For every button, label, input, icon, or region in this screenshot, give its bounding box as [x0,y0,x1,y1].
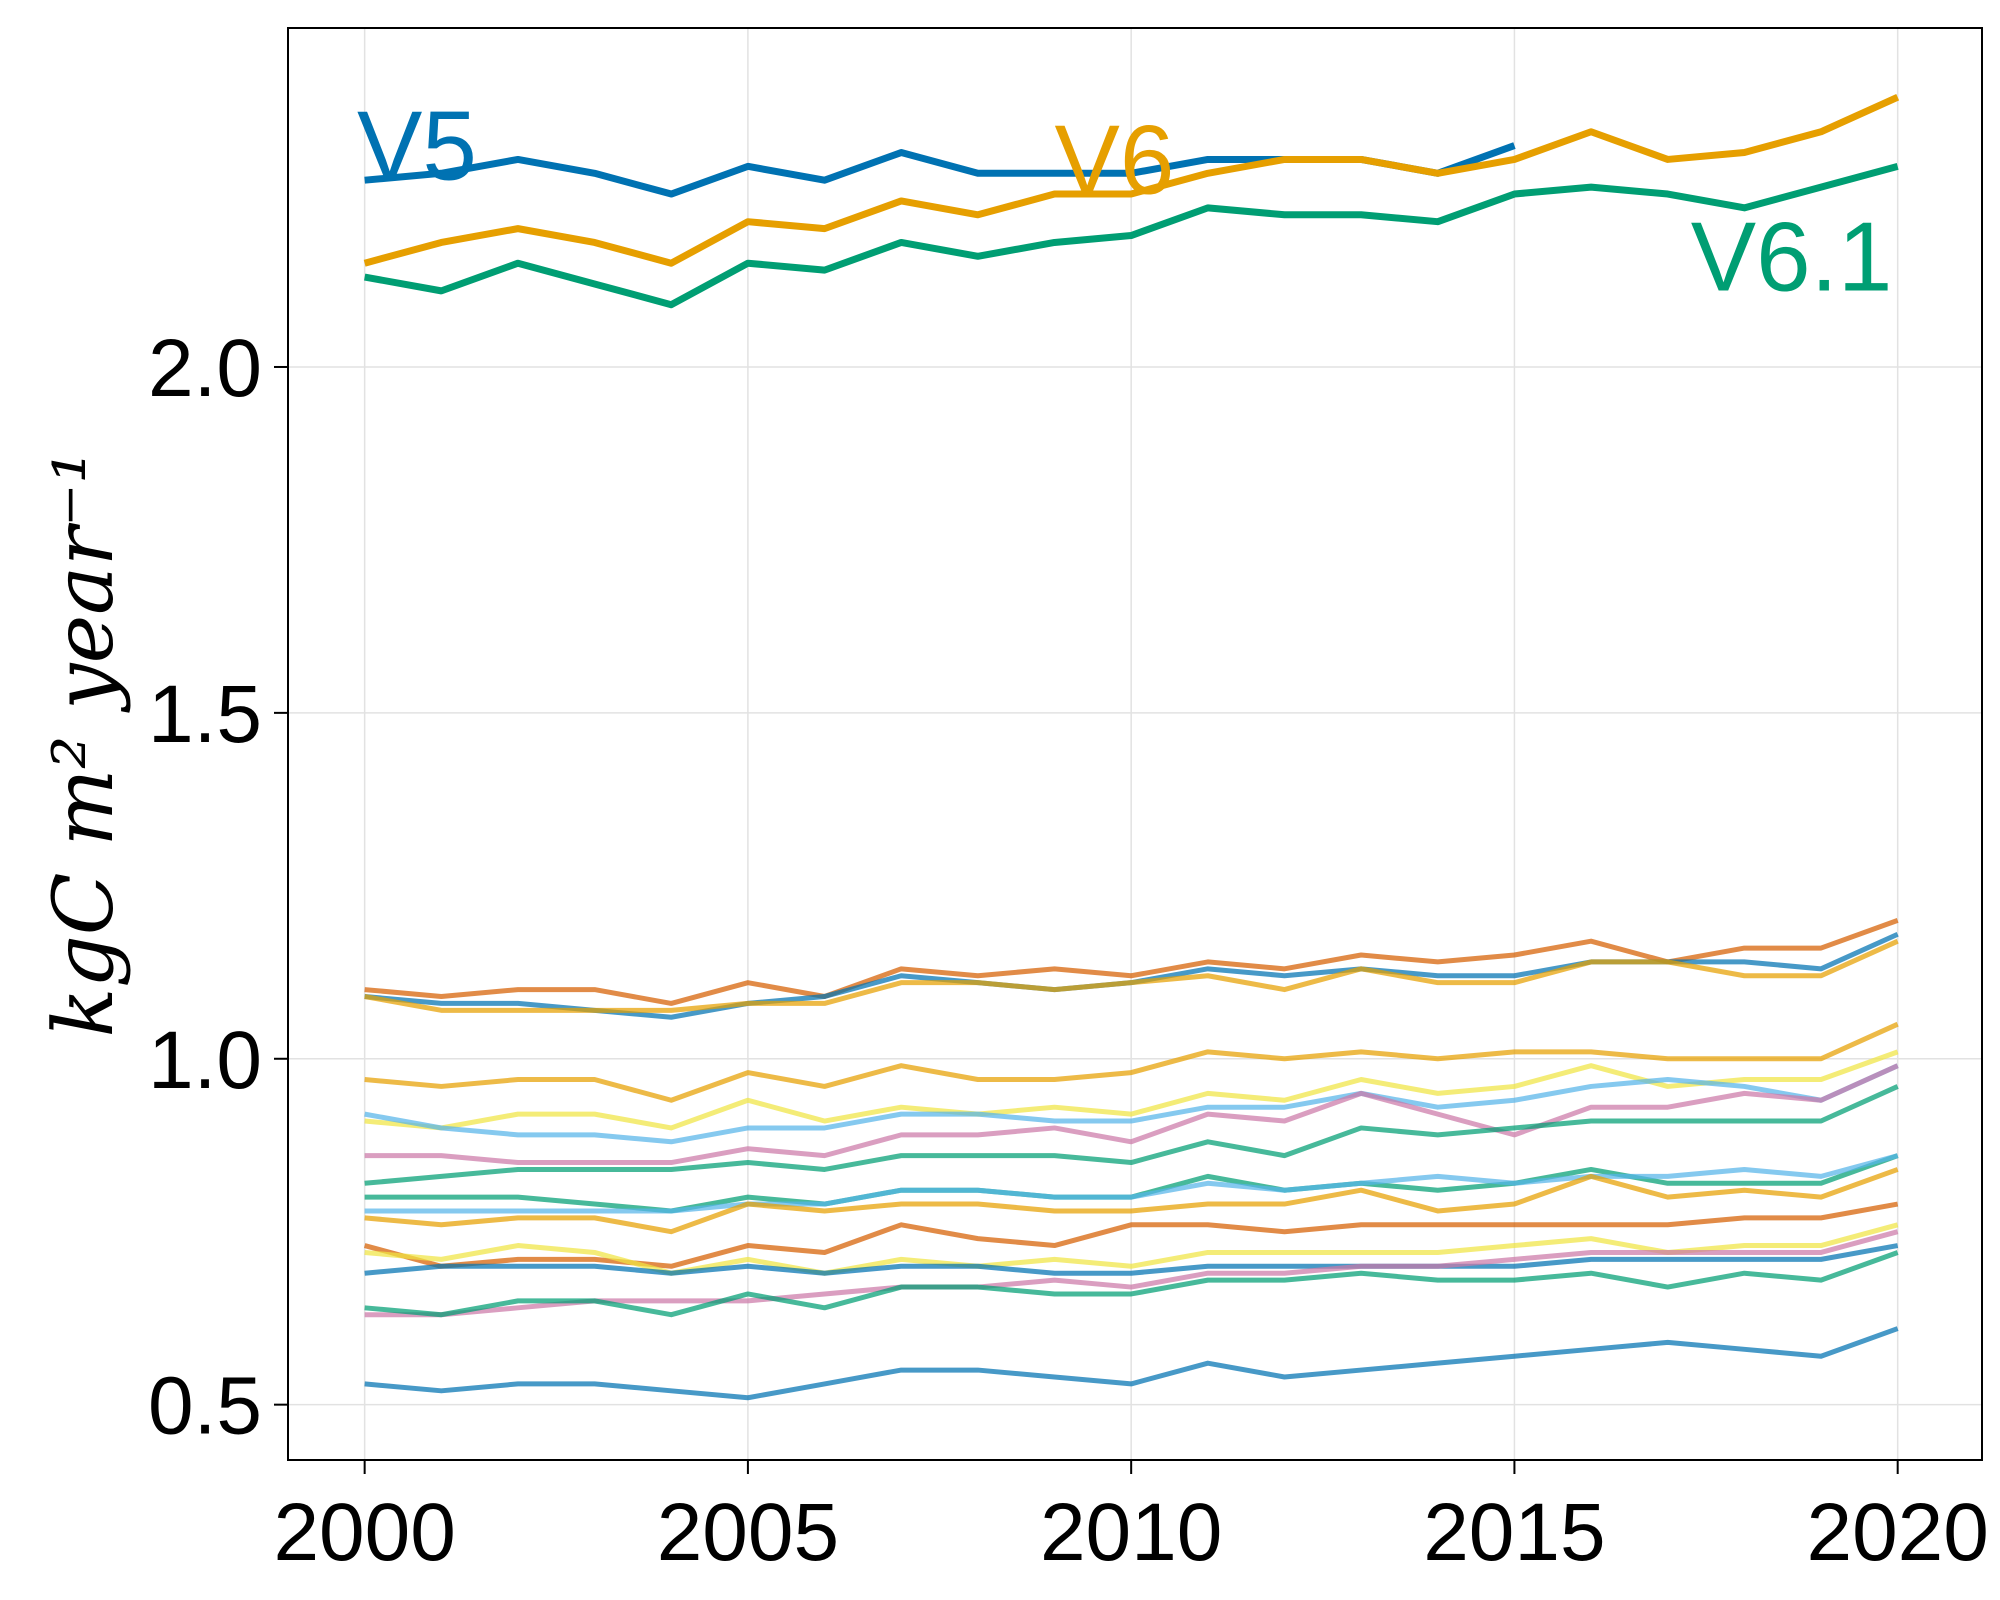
background-series-line [364,1222,1899,1276]
background-series-line [364,938,1899,1013]
y-tick-label: 1.0 [148,1015,262,1106]
series-line-V6.1 [364,162,1899,309]
labeled-series [363,93,1900,309]
x-tick-label: 2005 [657,1487,839,1578]
x-tick-label: 2010 [1040,1487,1222,1578]
background-series-line [364,1063,1899,1166]
y-tick-label: 0.5 [148,1361,262,1452]
series-line-V6 [363,93,1900,267]
background-series-line [364,1063,1899,1145]
axes: 2000 2005 2010 2015 2020 0.5 1.0 1.5 2.0 [148,323,1989,1578]
background-series-line [364,1229,1899,1318]
background-series-line [364,1167,1899,1235]
background-series-line [364,918,1899,1006]
background-series-line [364,1243,1899,1276]
x-tick-label: 2000 [273,1487,455,1578]
y-tick-label: 2.0 [148,323,262,414]
y-axis-label: kgC m² year⁻¹ [37,451,132,1038]
series-label-V6: V6 [1055,104,1175,214]
plot-frame [287,27,1983,1461]
background-series-line [364,1326,1899,1401]
series-labels: V5 V6 V6.1 [357,91,1892,312]
background-series-line [364,1250,1899,1318]
x-tick-label: 2020 [1806,1487,1988,1578]
series-label-V5: V5 [357,91,477,201]
series-label-V6.1: V6.1 [1691,201,1893,311]
background-series-line [364,1021,1899,1103]
x-tick-label: 2015 [1423,1487,1605,1578]
y-tick-label: 1.5 [148,669,262,760]
background-series-line [364,1084,1899,1186]
background-series [363,918,1899,1401]
background-series-line [364,1153,1899,1214]
